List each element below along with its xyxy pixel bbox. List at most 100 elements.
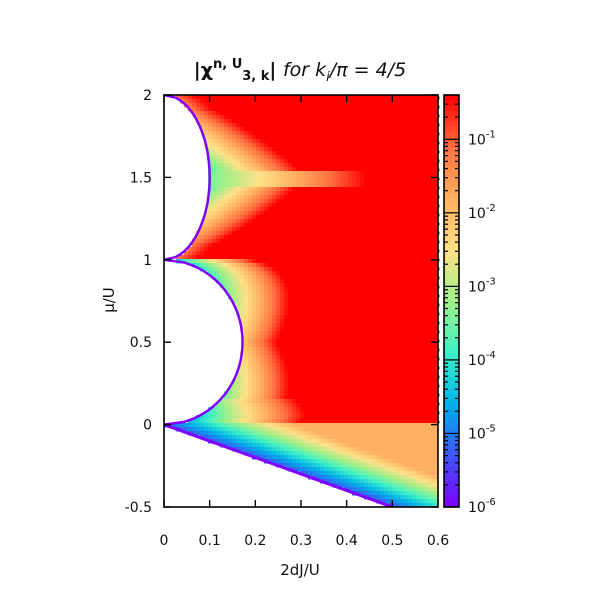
heat-cell — [304, 351, 309, 356]
heat-cell — [424, 255, 429, 260]
heat-cell — [412, 111, 417, 116]
heat-cell — [356, 115, 361, 120]
heat-cell — [300, 99, 305, 104]
heat-cell — [272, 327, 277, 332]
heat-cell — [352, 351, 357, 356]
heat-cell — [252, 247, 257, 252]
heat-cell — [240, 227, 245, 232]
heat-cell — [432, 379, 437, 384]
heat-cell — [400, 251, 405, 256]
heat-cell — [240, 111, 245, 116]
heat-cell — [336, 107, 341, 112]
heat-cell — [340, 195, 345, 200]
heat-cell — [284, 367, 289, 372]
heat-cell — [276, 343, 281, 348]
heat-cell — [384, 123, 389, 128]
heat-cell — [372, 195, 377, 200]
heat-cell — [420, 171, 425, 176]
heat-cell — [316, 227, 321, 232]
heat-cell — [336, 203, 341, 208]
heat-cell — [308, 187, 313, 192]
heat-cell — [356, 315, 361, 320]
heat-cell — [432, 99, 437, 104]
heat-cell — [224, 259, 229, 264]
heat-cell — [420, 103, 425, 108]
heat-cell — [244, 115, 249, 120]
heat-cell — [204, 111, 209, 116]
heat-cell — [348, 203, 353, 208]
heat-cell — [240, 223, 245, 228]
heat-cell — [208, 255, 213, 260]
heat-cell — [280, 295, 285, 300]
heat-cell — [376, 235, 381, 240]
heat-cell — [392, 367, 397, 372]
heat-cell — [400, 223, 405, 228]
heat-cell — [288, 283, 293, 288]
heat-cell — [376, 167, 381, 172]
heat-cell — [344, 195, 349, 200]
heat-cell — [380, 287, 385, 292]
heat-cell — [252, 311, 257, 316]
heat-cell — [196, 103, 201, 108]
heat-cell — [252, 339, 257, 344]
heat-cell — [292, 239, 297, 244]
heat-cell — [360, 175, 365, 180]
heat-cell — [216, 175, 221, 180]
heat-cell — [420, 159, 425, 164]
heat-cell — [268, 135, 273, 140]
heat-cell — [368, 431, 373, 436]
heat-cell — [248, 187, 253, 192]
heat-cell — [256, 95, 261, 100]
heat-cell — [220, 431, 225, 436]
heat-cell — [348, 359, 353, 364]
heat-cell — [328, 207, 333, 212]
heat-cell — [340, 191, 345, 196]
heat-cell — [248, 183, 253, 188]
heat-cell — [264, 127, 269, 132]
heat-cell — [320, 399, 325, 404]
heat-cell — [268, 115, 273, 120]
heat-cell — [352, 323, 357, 328]
heat-cell — [388, 131, 393, 136]
heat-cell — [408, 167, 413, 172]
heat-cell — [328, 247, 333, 252]
heat-cell — [228, 395, 233, 400]
heat-cell — [280, 395, 285, 400]
heat-cell — [276, 427, 281, 432]
heat-cell — [236, 215, 241, 220]
heat-cell — [272, 95, 277, 100]
heat-cell — [320, 159, 325, 164]
heat-cell — [348, 427, 353, 432]
heat-cell — [256, 143, 261, 148]
heat-cell — [228, 391, 233, 396]
heat-cell — [272, 395, 277, 400]
heat-cell — [380, 243, 385, 248]
heat-cell — [316, 215, 321, 220]
heat-cell — [432, 435, 437, 440]
heat-cell — [416, 395, 421, 400]
heat-cell — [368, 239, 373, 244]
heat-cell — [228, 387, 233, 392]
heat-cell — [408, 283, 413, 288]
heat-cell — [204, 127, 209, 132]
heat-cell — [276, 183, 281, 188]
heat-cell — [416, 387, 421, 392]
heat-cell — [388, 187, 393, 192]
heat-cell — [296, 327, 301, 332]
heat-cell — [424, 119, 429, 124]
heat-cell — [340, 375, 345, 380]
heat-cell — [348, 439, 353, 444]
heat-cell — [308, 259, 313, 264]
heat-cell — [324, 163, 329, 168]
heat-cell — [308, 363, 313, 368]
heat-cell — [320, 187, 325, 192]
heat-cell — [256, 403, 261, 408]
heat-cell — [332, 223, 337, 228]
heat-cell — [372, 231, 377, 236]
heat-cell — [436, 379, 438, 384]
heat-cell — [324, 99, 329, 104]
heat-cell — [428, 199, 433, 204]
heat-cell — [404, 391, 409, 396]
heat-cell — [420, 115, 425, 120]
heat-cell — [268, 395, 273, 400]
